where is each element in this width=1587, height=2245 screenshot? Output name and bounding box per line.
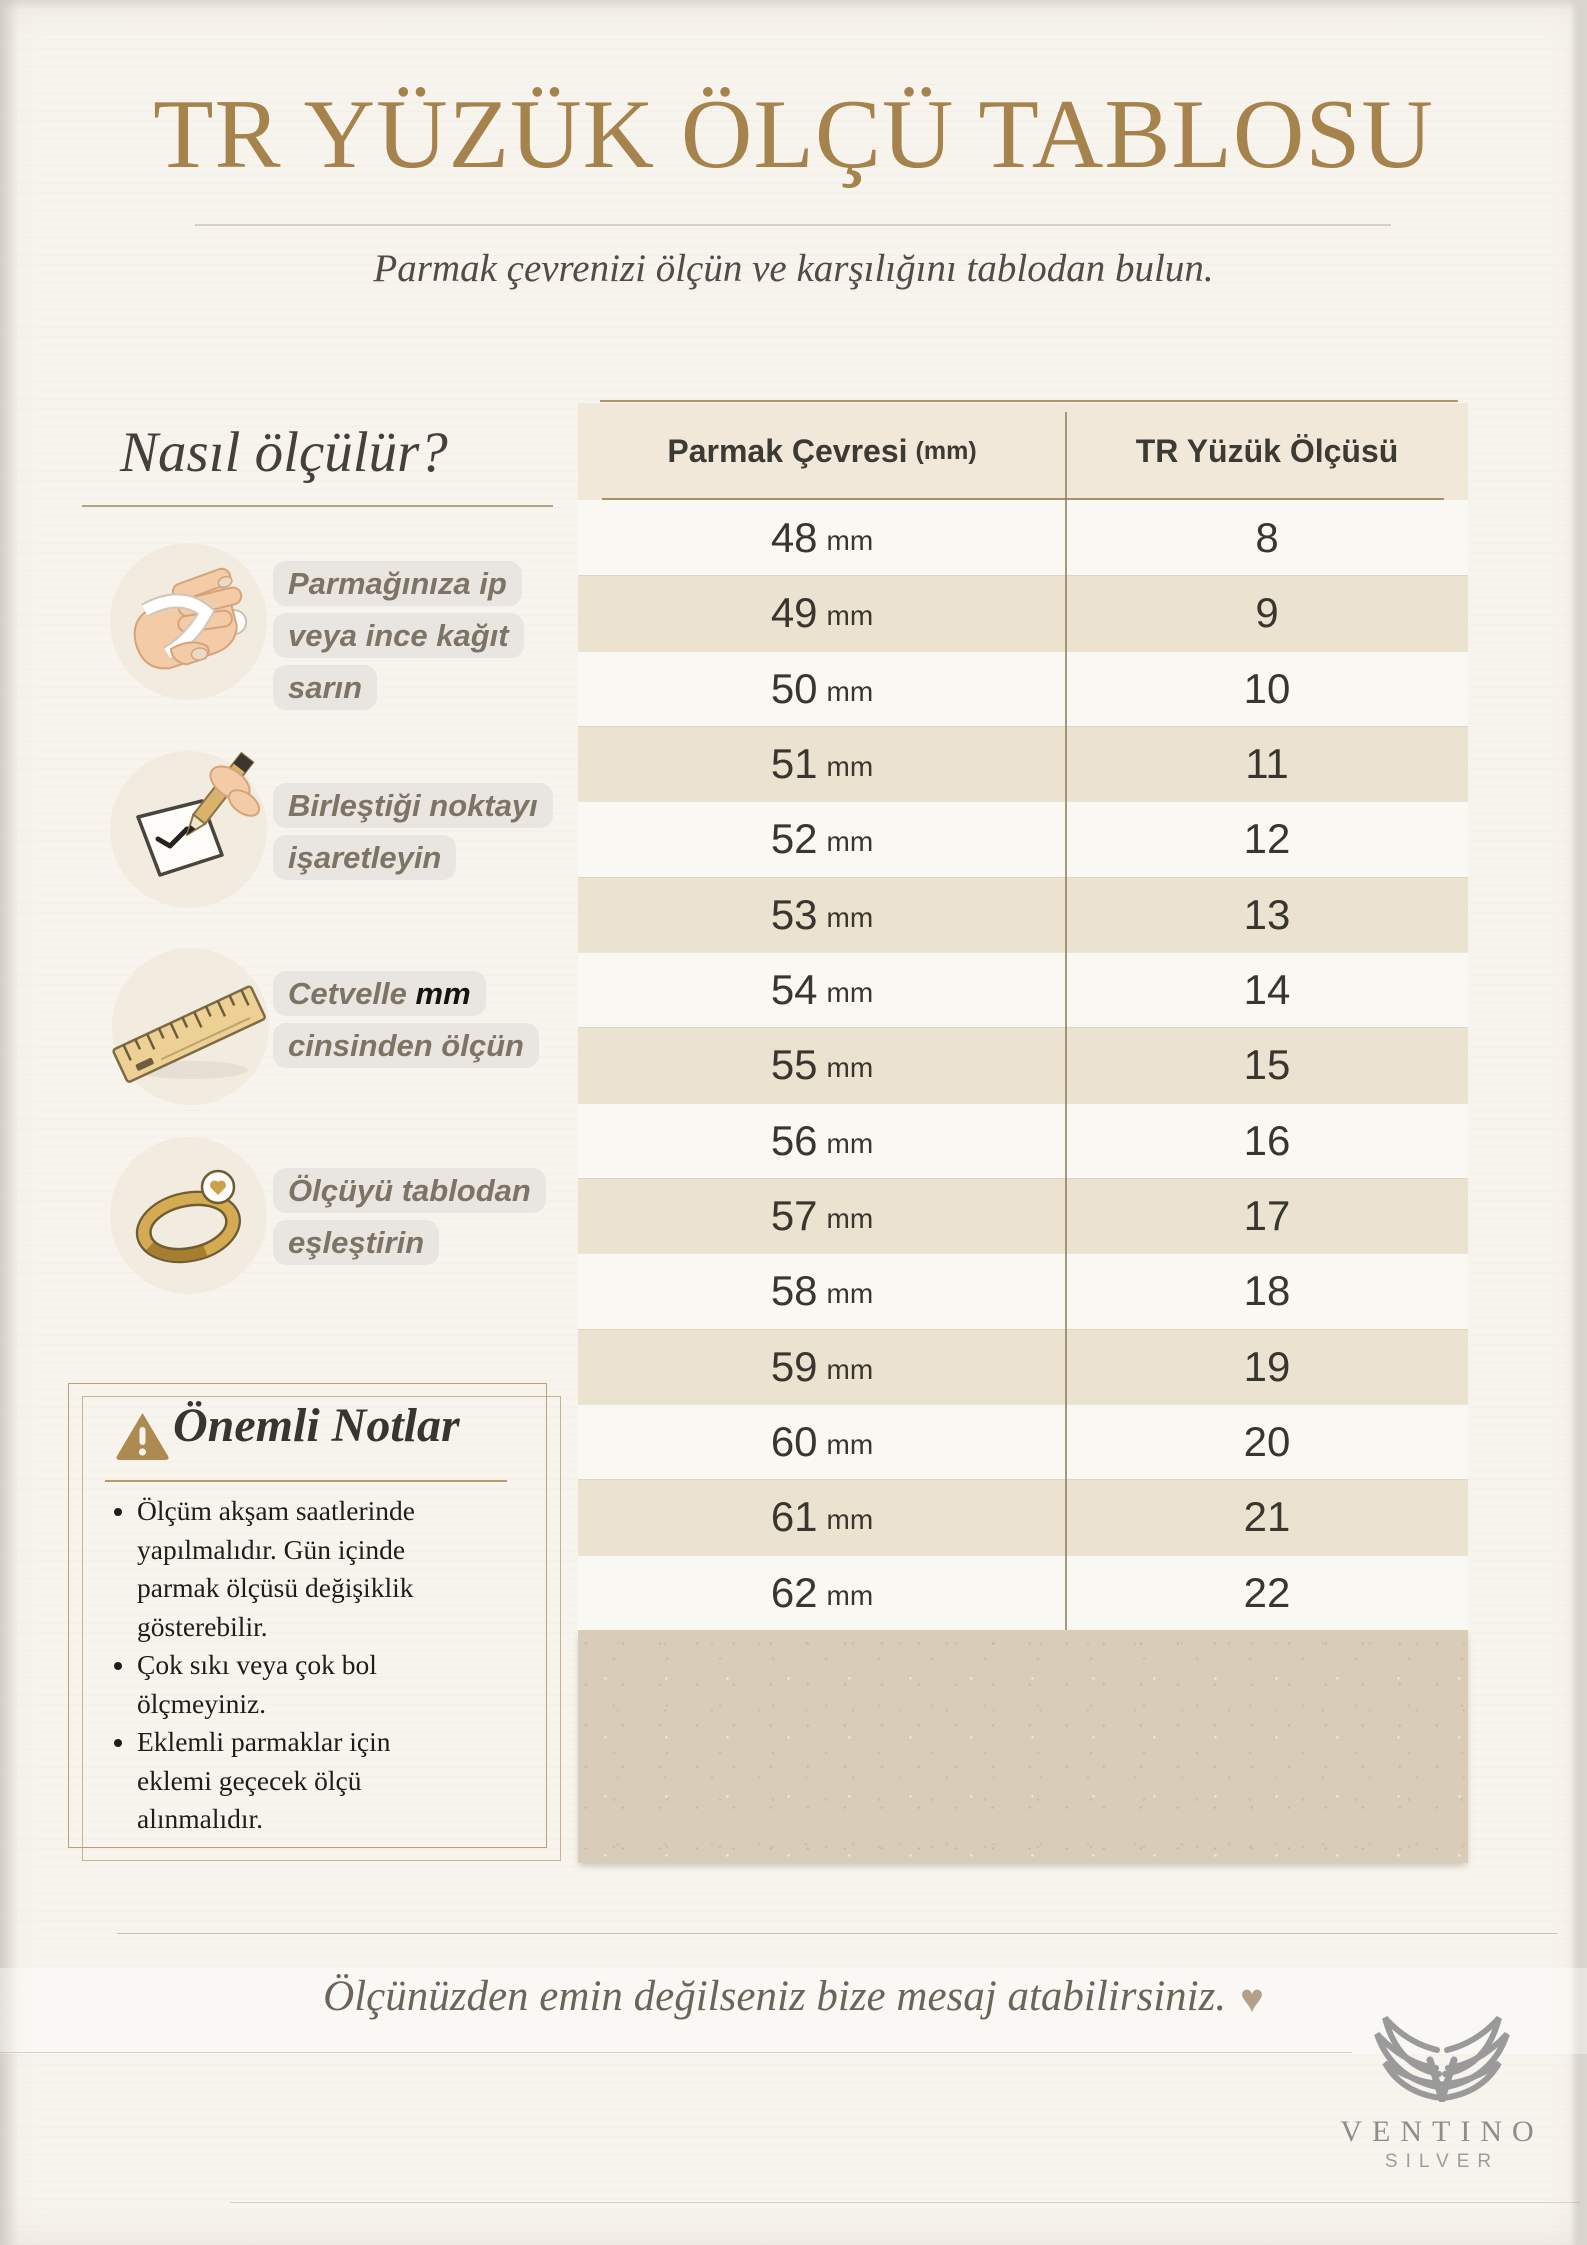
table-row: 52 mm 12 — [578, 801, 1468, 877]
title-divider — [195, 224, 1391, 226]
page-subtitle: Parmak çevrenizi ölçün ve karşılığını ta… — [373, 247, 1214, 290]
column-header-circumference: Parmak Çevresi (mm) — [667, 433, 977, 469]
circumference-cell: 53 mm — [770, 890, 874, 938]
paper-edge-left — [0, 0, 18, 2245]
page-title: TR YÜZÜK ÖLÇÜ TABLOSU — [153, 80, 1434, 189]
mm-highlight: mm — [415, 976, 471, 1011]
table-row: 57 mm 17 — [578, 1178, 1468, 1254]
ventino-wings-logo-icon — [1374, 2015, 1510, 2111]
circumference-cell: 50 mm — [770, 664, 874, 712]
size-cell: 19 — [1243, 1342, 1291, 1390]
pencil-mark-icon — [110, 751, 267, 908]
footer-highlight-band — [0, 1968, 1587, 2054]
footer-message: Ölçünüzden emin değilseniz bize mesaj at… — [323, 1973, 1264, 2021]
heart-icon: ♥ — [1240, 1976, 1264, 2021]
footer-divider — [117, 1933, 1557, 1934]
circumference-cell: 56 mm — [770, 1116, 874, 1164]
table-row: 48 mm 8 — [578, 500, 1468, 576]
how-to-divider — [82, 505, 553, 507]
important-notes-box: Önemli Notlar Ölçüm akşam saatlerinde ya… — [68, 1383, 547, 1848]
brand-name: VENTINO — [1340, 2115, 1544, 2148]
size-cell: 21 — [1243, 1493, 1291, 1541]
size-cell: 10 — [1243, 664, 1291, 712]
note-item: Eklemli parmaklar için eklemi geçecek öl… — [137, 1723, 547, 1839]
table-row: 59 mm 19 — [578, 1328, 1468, 1404]
paper-edge-right — [1570, 0, 1587, 2245]
size-cell: 12 — [1243, 815, 1291, 863]
how-to-step-3: Cetvelle mm cinsinden ölçün — [273, 968, 603, 1072]
circumference-cell: 58 mm — [770, 1267, 874, 1315]
size-table-body: 48 mm 8 49 mm 9 50 mm 10 — [578, 500, 1468, 1630]
ring-icon — [110, 1137, 267, 1294]
table-row: 53 mm 13 — [578, 876, 1468, 952]
size-cell: 22 — [1243, 1568, 1291, 1616]
circumference-cell: 51 mm — [770, 740, 874, 788]
table-row: 51 mm 11 — [578, 726, 1468, 802]
brand-subtitle: SILVER — [1384, 2151, 1500, 2172]
circumference-cell: 59 mm — [770, 1342, 874, 1390]
size-cell: 8 — [1255, 513, 1279, 561]
how-to-step-2: Birleştiği noktayı işaretleyin — [273, 780, 603, 884]
table-column-divider — [1065, 412, 1067, 1630]
note-item: Ölçüm akşam saatlerinde yapılmalıdır. Gü… — [137, 1492, 547, 1646]
size-table: Parmak Çevresi (mm) TR Yüzük Ölçüsü 48 mm… — [578, 400, 1468, 1863]
size-cell: 14 — [1243, 966, 1291, 1014]
notes-box-back-frame — [82, 1396, 561, 1861]
size-cell: 9 — [1255, 589, 1279, 637]
cardboard-block — [578, 1630, 1468, 1863]
circumference-cell: 49 mm — [770, 589, 874, 637]
table-row: 55 mm 15 — [578, 1027, 1468, 1103]
circumference-cell: 60 mm — [770, 1418, 874, 1466]
table-header-row: Parmak Çevresi (mm) TR Yüzük Ölçüsü — [578, 403, 1468, 500]
size-cell: 18 — [1243, 1267, 1291, 1315]
table-row: 49 mm 9 — [578, 575, 1468, 651]
table-row: 60 mm 20 — [578, 1404, 1468, 1480]
table-row: 62 mm 22 — [578, 1554, 1468, 1630]
circumference-cell: 48 mm — [770, 513, 874, 561]
finger-string-icon — [110, 543, 267, 700]
ruler-icon — [112, 948, 269, 1105]
note-item: Çok sıkı veya çok bol ölçmeyiniz. — [137, 1646, 547, 1723]
table-row: 58 mm 18 — [578, 1253, 1468, 1329]
table-row: 61 mm 21 — [578, 1479, 1468, 1555]
circumference-cell: 55 mm — [770, 1041, 874, 1089]
table-header-rule — [602, 498, 1444, 500]
paper-edge-top — [0, 0, 1587, 10]
size-cell: 16 — [1243, 1116, 1291, 1164]
table-row: 54 mm 14 — [578, 952, 1468, 1028]
circumference-cell: 61 mm — [770, 1493, 874, 1541]
size-cell: 15 — [1243, 1041, 1291, 1089]
notes-divider — [105, 1480, 507, 1482]
paper-crease-line — [230, 2202, 1580, 2203]
how-to-step-1: Parmağınıza ip veya ince kağıt sarın — [273, 558, 603, 714]
how-to-step-4: Ölçüyü tablodan eşleştirin — [273, 1165, 603, 1269]
table-row: 50 mm 10 — [578, 650, 1468, 726]
circumference-cell: 52 mm — [770, 815, 874, 863]
column-header-size: TR Yüzük Ölçüsü — [1135, 433, 1399, 469]
step-label: Cetvelle mm cinsinden ölçün — [273, 971, 539, 1068]
step-label: Parmağınıza ip veya ince kağıt sarın — [273, 561, 524, 710]
size-cell: 11 — [1245, 740, 1289, 788]
warning-icon — [114, 1410, 171, 1467]
table-row: 56 mm 16 — [578, 1102, 1468, 1178]
paper-crease-line — [0, 2052, 1352, 2053]
notes-list: Ölçüm akşam saatlerinde yapılmalıdır. Gü… — [105, 1492, 547, 1839]
size-cell: 20 — [1243, 1418, 1291, 1466]
how-to-heading: Nasıl ölçülür? — [120, 421, 448, 484]
step-label: Ölçüyü tablodan eşleştirin — [273, 1168, 546, 1265]
notes-title: Önemli Notlar — [173, 1399, 460, 1452]
brand-logo: VENTINO SILVER — [1330, 2002, 1554, 2173]
circumference-cell: 54 mm — [770, 966, 874, 1014]
circumference-cell: 62 mm — [770, 1568, 874, 1616]
size-cell: 13 — [1243, 890, 1291, 938]
size-cell: 17 — [1243, 1192, 1291, 1240]
table-top-rule — [600, 400, 1458, 402]
circumference-cell: 57 mm — [770, 1192, 874, 1240]
step-label: Birleştiği noktayı işaretleyin — [273, 783, 553, 880]
